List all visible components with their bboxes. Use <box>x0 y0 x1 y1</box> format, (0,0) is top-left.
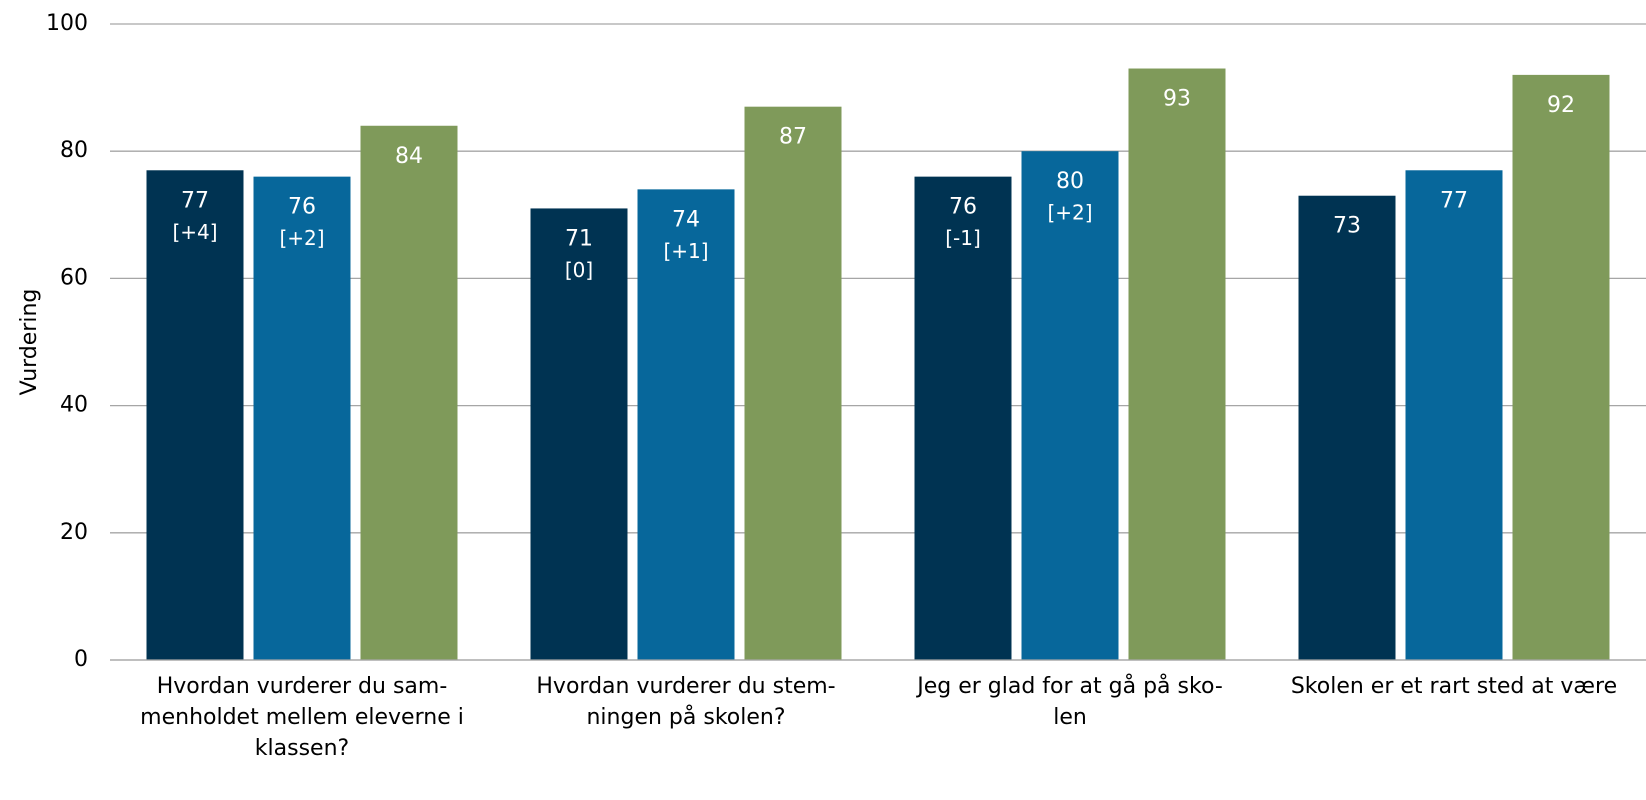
bar <box>146 170 244 660</box>
change-label: [+2] <box>279 226 324 250</box>
value-label: 84 <box>395 144 423 169</box>
x-tick-label: Hvordan vurderer du stem- <box>536 674 835 699</box>
change-label: [+1] <box>663 239 708 263</box>
bar <box>360 125 458 660</box>
x-tick-label: menholdet mellem eleverne i <box>140 705 464 730</box>
y-tick-label: 40 <box>60 393 88 418</box>
change-label: [+2] <box>1047 201 1092 225</box>
bar <box>1021 151 1119 660</box>
x-tick-label: Skolen er et rart sted at være <box>1291 674 1617 699</box>
bar <box>1405 170 1503 660</box>
change-label: [+4] <box>172 220 217 244</box>
y-tick-label: 80 <box>60 138 88 163</box>
y-tick-label: 60 <box>60 265 88 290</box>
bar <box>1298 195 1396 660</box>
y-tick-label: 20 <box>60 520 88 545</box>
value-label: 77 <box>1440 188 1468 213</box>
value-label: 87 <box>779 125 807 150</box>
value-label: 71 <box>565 226 593 251</box>
x-tick-label: len <box>1053 705 1087 730</box>
x-tick-label: ningen på skolen? <box>586 704 785 730</box>
x-tick-label: Hvordan vurderer du sam- <box>157 674 448 699</box>
change-label: [-1] <box>945 226 981 250</box>
bar <box>1512 74 1610 660</box>
value-label: 80 <box>1056 169 1084 194</box>
x-tick-label: klassen? <box>255 736 349 761</box>
y-tick-label: 100 <box>46 11 88 36</box>
y-tick-label: 0 <box>74 647 88 672</box>
bar <box>914 176 1012 660</box>
value-label: 76 <box>949 195 977 220</box>
value-label: 92 <box>1547 93 1575 118</box>
bar <box>1128 68 1226 660</box>
value-label: 74 <box>672 207 700 232</box>
x-tick-label: Jeg er glad for at gå på sko- <box>915 673 1223 699</box>
value-label: 93 <box>1163 87 1191 112</box>
value-label: 76 <box>288 195 316 220</box>
bar <box>744 106 842 661</box>
bar <box>637 189 735 661</box>
change-label: [0] <box>565 258 593 282</box>
bar <box>253 176 351 660</box>
value-label: 77 <box>181 188 209 213</box>
y-axis-title: Vurdering <box>17 289 42 396</box>
value-label: 73 <box>1333 214 1361 239</box>
bar <box>530 208 628 660</box>
